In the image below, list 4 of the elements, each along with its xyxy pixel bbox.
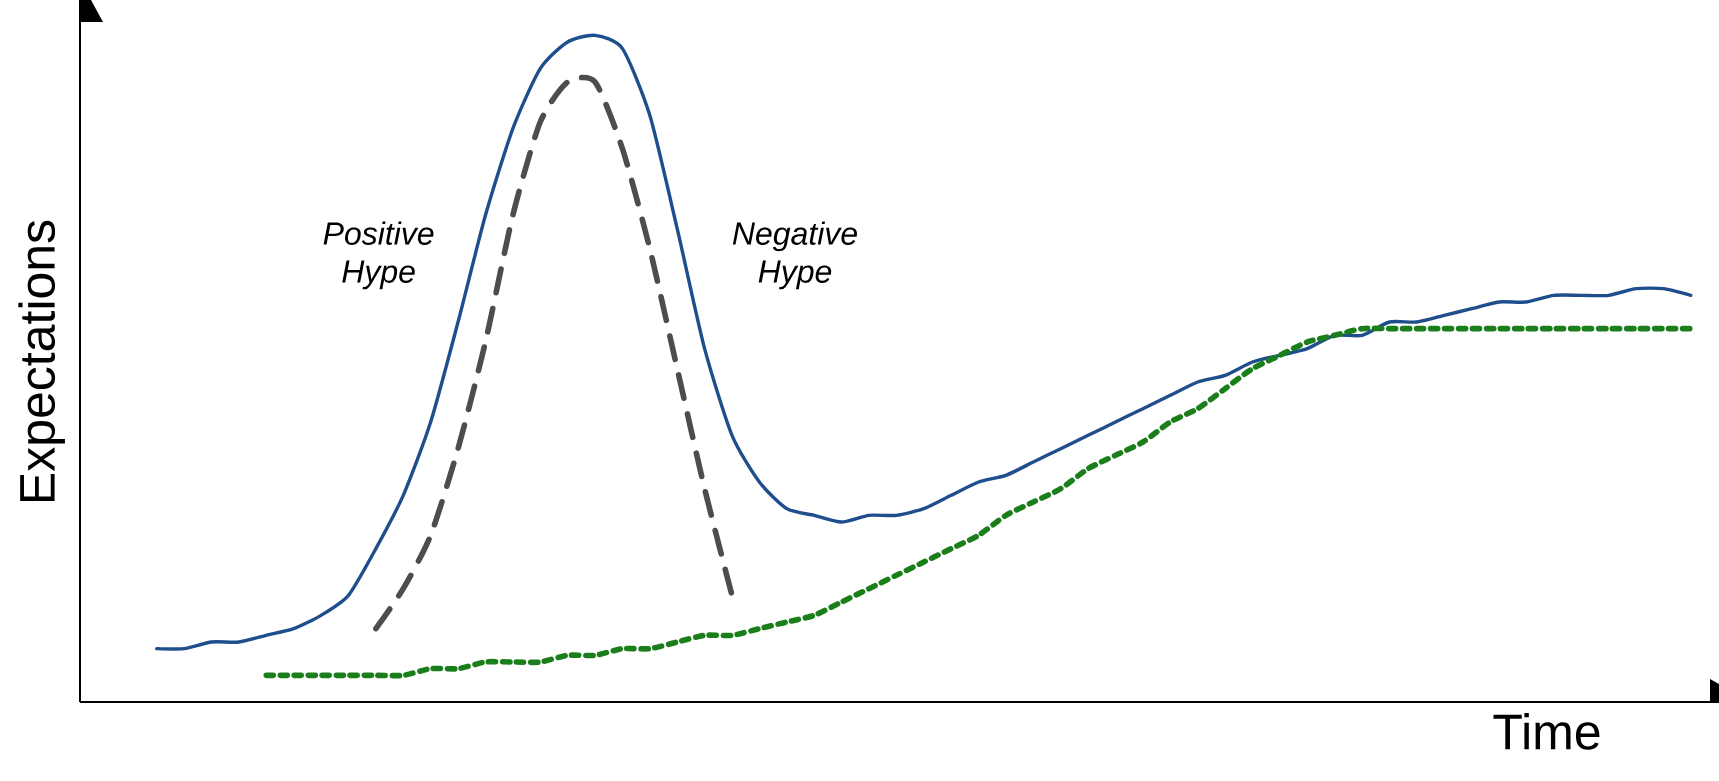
annotation: Negative Hype <box>732 221 857 290</box>
annotation: Positive Hype <box>323 221 434 290</box>
y-axis-title: Expectations <box>18 220 65 502</box>
x-axis-title: Time <box>1493 713 1600 750</box>
